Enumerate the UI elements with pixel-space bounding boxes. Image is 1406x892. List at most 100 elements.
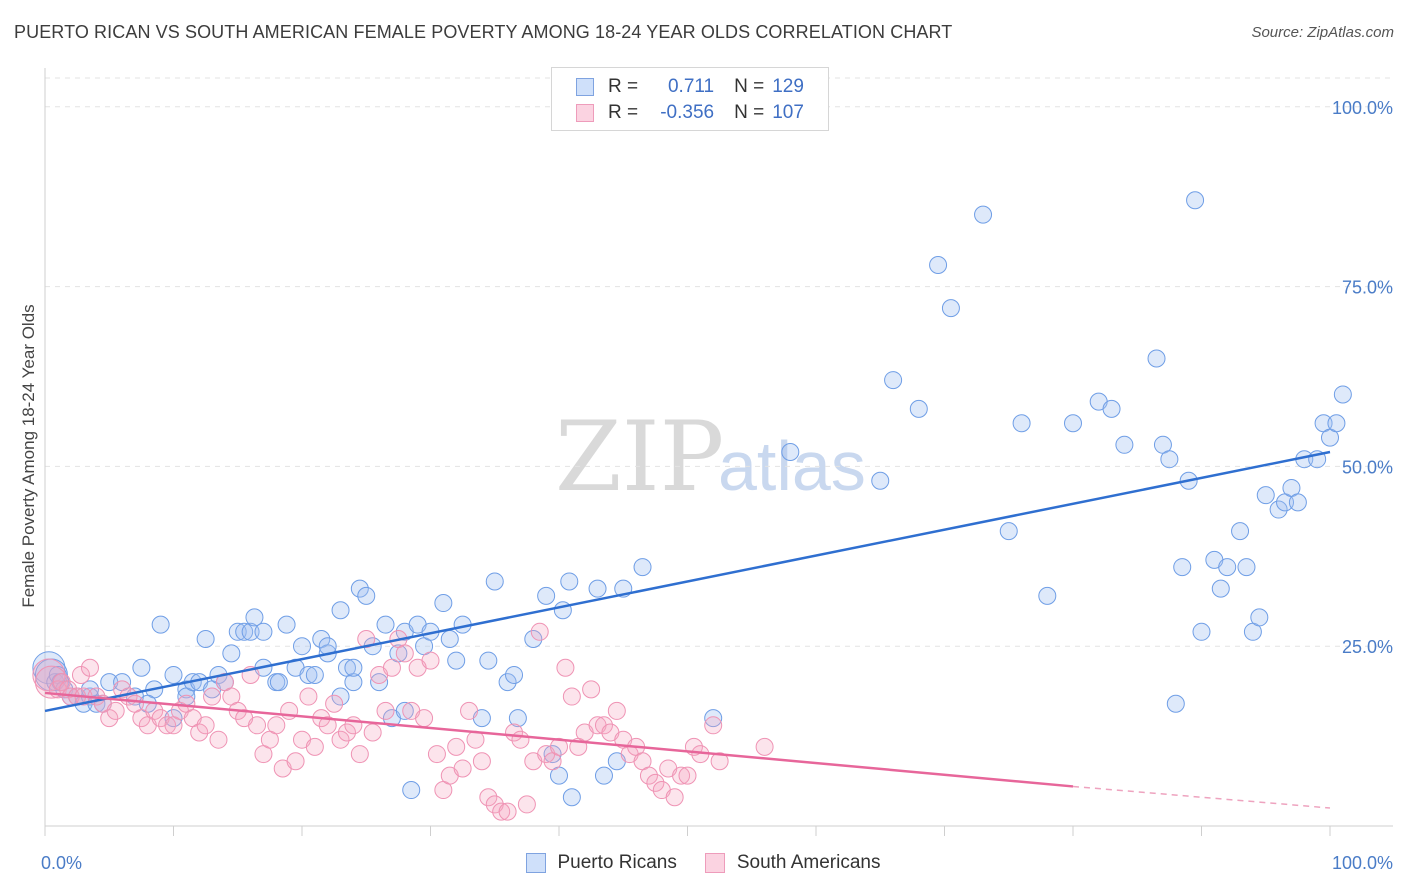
watermark-atlas: atlas [718,427,866,505]
data-point [550,737,568,756]
data-point [80,658,99,677]
data-point [607,701,626,720]
data-point [543,745,562,764]
data-point [318,716,337,735]
data-point [582,680,601,699]
data-point [498,673,517,692]
data-point [1186,191,1205,210]
trend-line-puerto-ricans [44,450,1331,713]
chart-title: PUERTO RICAN VS SOUTH AMERICAN FEMALE PO… [14,22,953,42]
data-point [376,701,395,720]
data-point [530,622,549,641]
data-point [1166,694,1185,713]
series-legend-puerto-ricans: Puerto Ricans [525,852,677,874]
data-point [325,694,344,713]
data-point [158,716,177,735]
data-point [267,716,286,735]
data-point [376,615,395,634]
trend-line-south-americans [44,691,1074,788]
data-point [421,651,440,670]
data-point [556,658,575,677]
y-tick-label: 50.0% [1342,457,1393,477]
watermark-zip: ZIP [555,401,724,513]
correlation-legend: R = 0.711 N = 129 R = -0.356 N = 107 [551,67,829,131]
y-tick-label: 75.0% [1342,278,1393,298]
legend-swatch-pink [576,104,594,122]
legend-r-label: R = [608,102,639,123]
data-point [1288,493,1307,512]
data-point [665,788,684,807]
legend-swatch-blue [576,78,594,96]
trend-lines [44,450,1331,809]
data-point [286,752,305,771]
data-point [164,665,183,684]
data-point [331,730,350,749]
legend-r-value: 0.711 [667,76,715,97]
legend-n-value: 129 [772,76,804,97]
data-point [254,622,273,641]
data-point [505,665,524,684]
data-point [106,701,125,720]
data-point [1147,349,1166,368]
data-point [363,723,382,742]
data-point [415,709,434,728]
data-point [479,651,498,670]
data-point [562,788,581,807]
data-point [190,723,209,742]
data-point [235,622,254,641]
data-point [1064,414,1082,433]
data-point [999,522,1018,541]
data-point [1192,622,1211,641]
data-point [588,579,607,598]
data-point [460,701,479,720]
legend-n-label: N = [734,76,765,97]
legend-row-south-americans: R = -0.356 N = 107 [576,100,804,126]
data-point [1250,608,1269,627]
data-point [909,399,928,418]
data-point [472,752,491,771]
data-point [331,687,350,706]
series-legend-label: South Americans [736,852,881,873]
y-tick-label: 100.0% [1332,98,1393,118]
data-point [704,716,723,735]
data-point [228,622,247,641]
data-point [562,687,581,706]
data-points [32,191,1352,821]
data-point [395,644,414,663]
data-point [277,615,296,634]
data-point [344,673,363,692]
legend-r-label: R = [608,76,639,97]
series-legend-south-americans: South Americans [704,852,881,874]
data-point [678,766,697,785]
data-point [508,709,527,728]
data-point [781,443,800,461]
data-point [241,622,260,641]
data-point [196,630,215,648]
data-point [151,615,170,634]
data-point [440,630,459,648]
x-tick-label: 0.0% [41,853,82,873]
data-point [524,630,543,648]
data-point [1327,414,1346,433]
series-legend-label: Puerto Ricans [557,852,677,873]
data-point [884,371,903,390]
legend-n-value: 107 [772,102,804,123]
data-point [305,665,324,684]
data-point [639,766,658,785]
source-note: Source: ZipAtlas.com [1251,24,1394,41]
data-point [941,299,960,318]
data-point [1333,385,1352,404]
legend-row-puerto-ricans: R = 0.711 N = 129 [576,74,804,100]
data-point [269,673,288,692]
axes [44,68,1393,836]
data-point [299,687,318,706]
data-point [1218,558,1237,577]
x-tick-label: 100.0% [1332,853,1393,873]
data-point [71,665,90,684]
data-point [382,658,401,677]
data-point [1115,435,1134,454]
data-point [453,759,472,778]
data-point [594,766,613,785]
data-point [511,730,530,749]
